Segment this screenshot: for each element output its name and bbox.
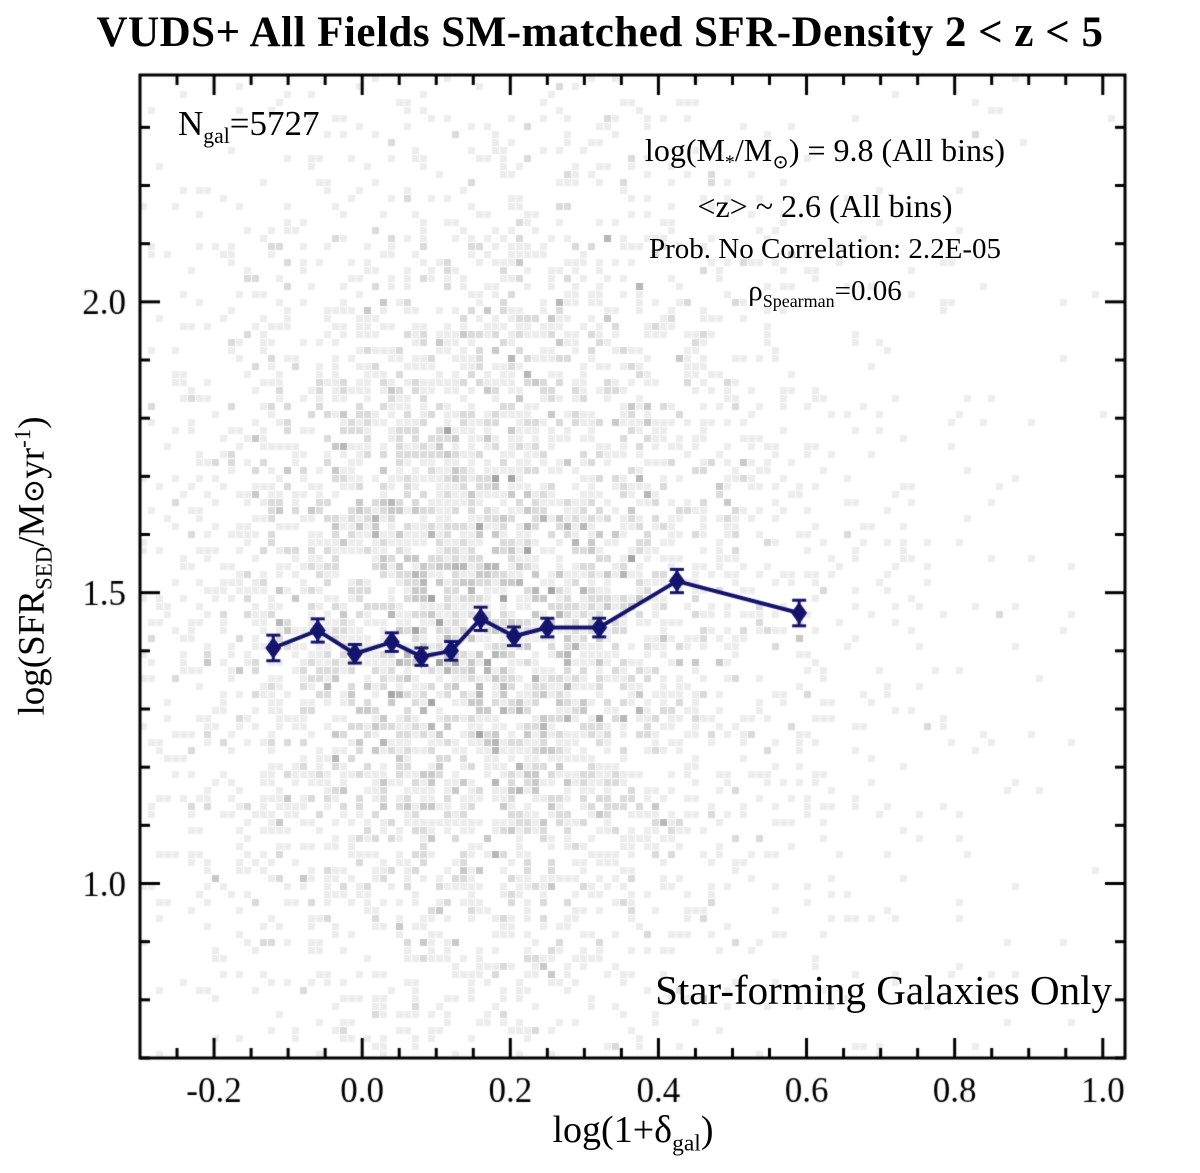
ngal-annotation: Ngal=5727	[178, 104, 320, 149]
chart-title: VUDS+ All Fields SM-matched SFR-Density …	[96, 9, 1104, 56]
sun-symbol: ⊙	[18, 478, 51, 504]
ngal-subscript: gal	[203, 124, 230, 148]
ngal-symbol: N	[178, 104, 204, 143]
mass-annotation: log(M*/M⊙) = 9.8 (All bins)	[644, 132, 1006, 174]
redshift-annotation: <z> ~ 2.6 (All bins)	[697, 188, 953, 225]
ngal-value: =5727	[229, 104, 320, 143]
y-axis-label: log(SFRSED/M⊙yr-1)	[10, 416, 57, 716]
spearman-annotation: ρSpearman=0.06	[748, 275, 902, 312]
sample-selection-label: Star-forming Galaxies Only	[655, 967, 1112, 1013]
probability-annotation: Prob. No Correlation: 2.2E-05	[649, 233, 1001, 266]
x-axis-label: log(1+δgal)	[552, 1109, 714, 1157]
stats-annotation-block: log(M*/M⊙) = 9.8 (All bins) <z> ~ 2.6 (A…	[540, 128, 1110, 322]
